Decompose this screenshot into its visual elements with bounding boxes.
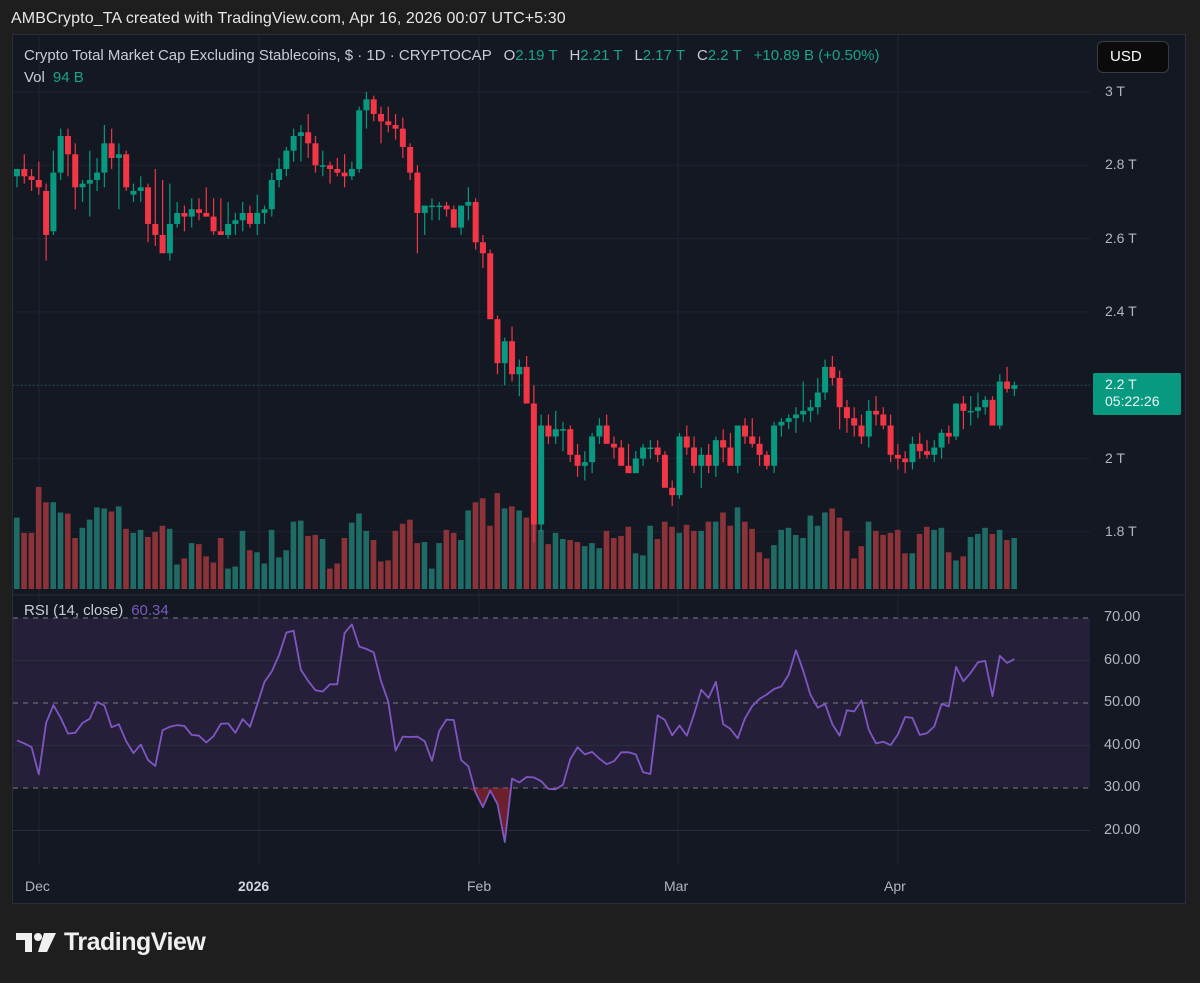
rsi-value: 60.34 bbox=[131, 602, 169, 619]
change-value: +10.89 B (+0.50%) bbox=[753, 47, 880, 64]
open-label: O bbox=[503, 47, 516, 64]
volume-legend: Vol 94 B bbox=[24, 69, 84, 86]
price-axis-label: 2.4 T bbox=[1105, 302, 1137, 319]
rsi-axis-label: 50.00 bbox=[1104, 694, 1141, 710]
rsi-axis-label: 70.00 bbox=[1104, 609, 1141, 625]
open-value: 2.19 T bbox=[515, 47, 558, 64]
volume-label[interactable]: Vol bbox=[24, 69, 45, 86]
time-axis-label: Feb bbox=[467, 878, 492, 894]
close-value: 2.2 T bbox=[707, 47, 742, 64]
currency-button[interactable]: USD bbox=[1097, 41, 1169, 73]
close-label: C bbox=[696, 47, 708, 64]
chart-credit: AMBCrypto_TA created with TradingView.co… bbox=[11, 10, 566, 27]
price-axis-label: 1.8 T bbox=[1105, 522, 1137, 539]
price-axis-label: 2.8 T bbox=[1105, 156, 1137, 173]
rsi-label[interactable]: RSI (14, close) bbox=[24, 602, 124, 619]
volume-value: 94 B bbox=[52, 69, 84, 86]
tradingview-logo-icon bbox=[16, 932, 56, 952]
last-price: 2.2 T bbox=[1105, 376, 1137, 392]
last-price-tag: 2.2 T 05:22:26 bbox=[1093, 373, 1181, 415]
price-axis-label: 2 T bbox=[1105, 449, 1125, 466]
bar-countdown: 05:22:26 bbox=[1105, 393, 1160, 409]
price-axis-label: 3 T bbox=[1105, 83, 1125, 99]
rsi-axis-label: 30.00 bbox=[1104, 779, 1141, 795]
time-axis-label: Dec bbox=[25, 878, 50, 894]
symbol-title[interactable]: Crypto Total Market Cap Excluding Stable… bbox=[24, 47, 492, 64]
low-value: 2.17 T bbox=[642, 47, 685, 64]
symbol-legend: Crypto Total Market Cap Excluding Stable… bbox=[24, 47, 880, 64]
low-label: L bbox=[634, 47, 643, 64]
time-axis-label: Mar bbox=[664, 878, 689, 894]
time-axis-label: Apr bbox=[884, 878, 906, 894]
price-axis-label: 2.6 T bbox=[1105, 229, 1137, 246]
rsi-axis-label: 40.00 bbox=[1104, 736, 1141, 753]
rsi-legend: RSI (14, close) 60.34 bbox=[24, 602, 169, 619]
tradingview-logo[interactable]: TradingView bbox=[16, 928, 206, 957]
high-value: 2.21 T bbox=[580, 47, 623, 64]
time-axis-label: 2026 bbox=[238, 878, 270, 894]
rsi-axis-label: 20.00 bbox=[1104, 821, 1141, 838]
tradingview-wordmark: TradingView bbox=[64, 928, 206, 956]
rsi-axis-label: 60.00 bbox=[1104, 651, 1141, 668]
high-label: H bbox=[569, 47, 581, 64]
